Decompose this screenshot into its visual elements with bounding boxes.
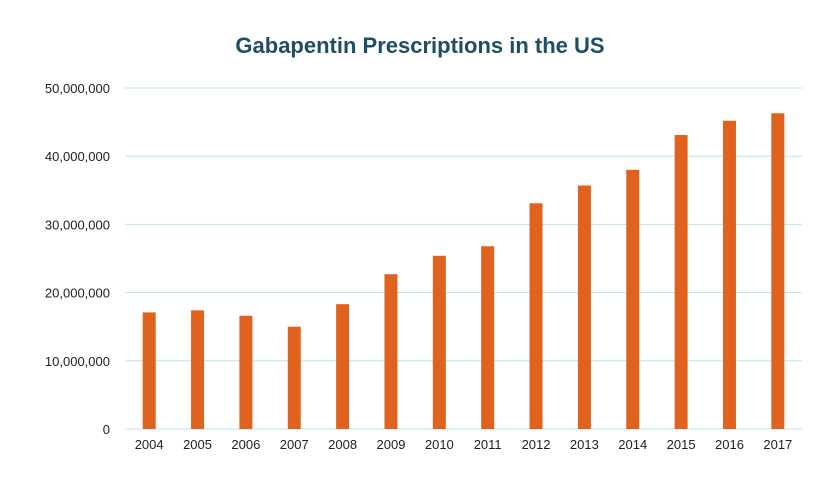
chart-title: Gabapentin Prescriptions in the US <box>235 33 605 58</box>
bar-2005 <box>191 310 205 429</box>
x-tick-label: 2005 <box>183 437 212 452</box>
bar-2004 <box>142 312 156 429</box>
y-tick-label: 50,000,000 <box>45 81 110 96</box>
x-tick-label: 2015 <box>667 437 696 452</box>
x-tick-label: 2010 <box>425 437 454 452</box>
bar-2008 <box>336 304 350 429</box>
bar-2010 <box>432 255 446 429</box>
bar-2007 <box>287 326 301 429</box>
bar-2014 <box>626 169 640 429</box>
x-tick-label: 2009 <box>377 437 406 452</box>
x-tick-label: 2016 <box>715 437 744 452</box>
x-tick-label: 2011 <box>474 437 502 452</box>
x-tick-label: 2006 <box>231 437 260 452</box>
y-tick-label: 10,000,000 <box>45 354 110 369</box>
y-tick-label: 0 <box>103 422 110 437</box>
bar-2013 <box>577 185 591 429</box>
x-tick-label: 2004 <box>135 437 164 452</box>
y-tick-label: 40,000,000 <box>45 149 110 164</box>
bar-2006 <box>239 315 253 429</box>
x-tick-label: 2014 <box>618 437 647 452</box>
bar-2011 <box>481 246 495 429</box>
x-tick-label: 2017 <box>763 437 792 452</box>
bar-2012 <box>529 203 543 429</box>
x-tick-label: 2007 <box>280 437 309 452</box>
bar-2016 <box>722 120 736 430</box>
y-tick-label: 20,000,000 <box>45 286 110 301</box>
x-tick-label: 2012 <box>522 437 551 452</box>
x-tick-label: 2008 <box>328 437 357 452</box>
bar-2017 <box>771 113 785 429</box>
y-tick-label: 30,000,000 <box>45 217 110 232</box>
bar-2015 <box>674 135 688 430</box>
x-tick-label: 2013 <box>570 437 599 452</box>
bar-2009 <box>384 274 398 429</box>
